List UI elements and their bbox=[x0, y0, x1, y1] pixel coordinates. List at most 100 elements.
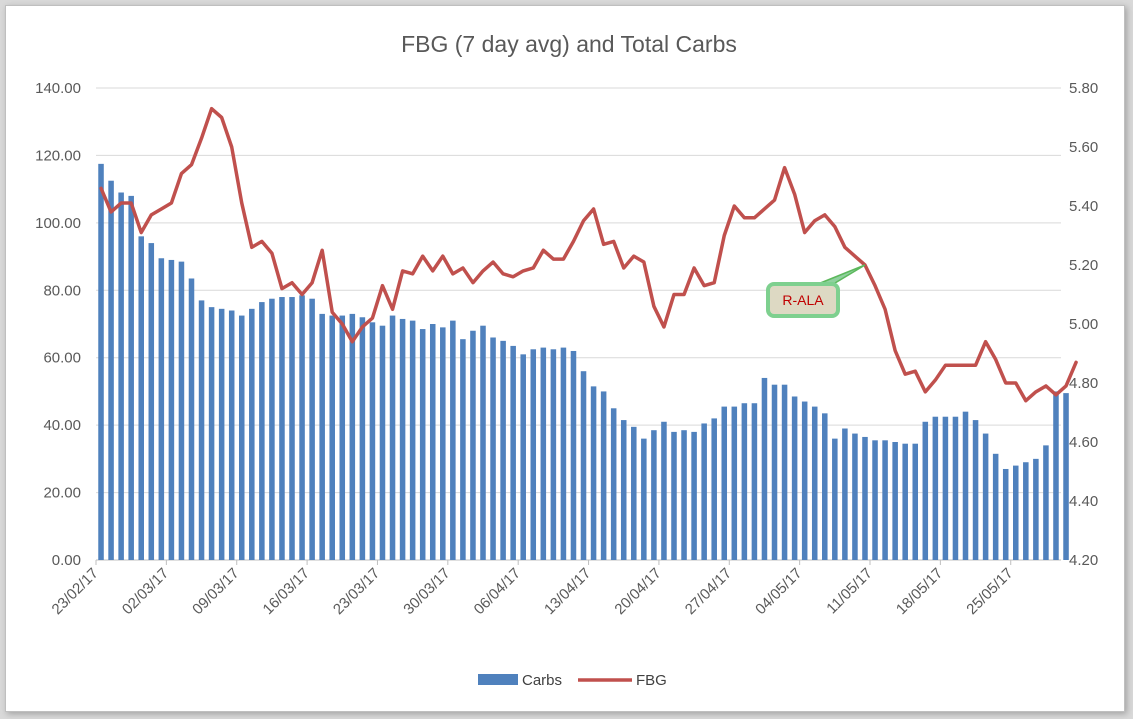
carbs-bar bbox=[279, 297, 285, 560]
carbs-bar bbox=[530, 349, 537, 560]
x-tick-label: 06/04/17 bbox=[471, 565, 524, 618]
carbs-bar bbox=[1033, 458, 1039, 560]
y-tick-label: 20.00 bbox=[43, 485, 81, 502]
carbs-bar bbox=[98, 163, 104, 561]
carbs-bar bbox=[500, 340, 506, 560]
carbs-bar bbox=[419, 329, 426, 560]
carbs-bar bbox=[550, 349, 557, 560]
carbs-bar bbox=[249, 308, 255, 560]
y-tick-label: 60.00 bbox=[43, 350, 81, 367]
carbs-bar bbox=[671, 431, 677, 560]
carbs-bar bbox=[952, 416, 959, 560]
carbs-bar bbox=[580, 371, 587, 560]
carbs-bar bbox=[590, 386, 597, 560]
carbs-bar bbox=[429, 324, 436, 560]
carbs-bar bbox=[701, 423, 707, 560]
carbs-bar bbox=[982, 433, 989, 560]
carbs-bar bbox=[610, 408, 617, 560]
carbs-bar bbox=[811, 406, 818, 560]
carbs-bar bbox=[490, 337, 496, 560]
y2-tick-label: 5.40 bbox=[1069, 198, 1098, 215]
carbs-bar bbox=[128, 195, 134, 560]
carbs-bar bbox=[872, 440, 878, 560]
x-tick-label: 04/05/17 bbox=[752, 565, 805, 618]
carbs-bar bbox=[389, 315, 396, 560]
legend: Carbs FBG bbox=[478, 672, 667, 689]
carbs-bar bbox=[721, 406, 728, 560]
carbs-bar bbox=[349, 313, 356, 560]
x-tick-label: 23/03/17 bbox=[330, 565, 383, 618]
carbs-bar bbox=[1053, 391, 1059, 560]
carbs-bar bbox=[319, 313, 325, 560]
carbs-bar bbox=[661, 421, 667, 560]
carbs-bar bbox=[108, 180, 114, 560]
carbs-bar bbox=[741, 403, 748, 560]
carbs-bar bbox=[369, 322, 376, 560]
x-tick-label: 25/05/17 bbox=[963, 565, 1016, 618]
carbs-bar bbox=[942, 416, 949, 560]
carbs-bar bbox=[148, 243, 155, 560]
carbs-bar bbox=[862, 436, 868, 560]
gridlines bbox=[96, 87, 1061, 561]
carbs-bar bbox=[208, 307, 215, 560]
carbs-bar bbox=[138, 236, 144, 560]
y2-tick-label: 5.80 bbox=[1069, 80, 1098, 97]
carbs-bar bbox=[932, 416, 939, 560]
y-tick-label: 140.00 bbox=[35, 80, 81, 97]
carbs-bar bbox=[299, 295, 305, 560]
x-tick-label: 13/04/17 bbox=[541, 565, 594, 618]
carbs-bar bbox=[631, 426, 637, 560]
carbs-bar bbox=[791, 396, 798, 560]
y2-tick-label: 4.20 bbox=[1069, 552, 1098, 569]
x-tick-label: 27/04/17 bbox=[682, 565, 735, 618]
carbs-bars bbox=[98, 163, 1069, 561]
carbs-bar bbox=[651, 430, 657, 560]
y-tick-label: 0.00 bbox=[52, 552, 81, 569]
carbs-bar bbox=[540, 347, 547, 560]
x-tick-label: 20/04/17 bbox=[611, 565, 664, 618]
carbs-bar bbox=[158, 258, 165, 560]
y2-tick-label: 4.40 bbox=[1069, 493, 1098, 510]
carbs-bar bbox=[620, 420, 627, 560]
carbs-bar bbox=[450, 320, 456, 560]
carbs-bar bbox=[801, 401, 808, 560]
carbs-bar bbox=[842, 428, 848, 560]
carbs-bar bbox=[681, 430, 687, 560]
carbs-bar bbox=[1063, 393, 1069, 560]
annotation-group: R-ALA bbox=[766, 264, 866, 318]
carbs-bar bbox=[892, 442, 898, 560]
carbs-bar bbox=[480, 325, 486, 560]
carbs-bar bbox=[731, 406, 738, 560]
carbs-bar bbox=[309, 298, 315, 560]
carbs-bar bbox=[218, 308, 225, 560]
carbs-bar bbox=[1043, 445, 1049, 560]
x-tick-label: 02/03/17 bbox=[119, 565, 172, 618]
carbs-bar bbox=[771, 384, 778, 560]
legend-carbs-label: Carbs bbox=[522, 672, 562, 689]
annotation-box bbox=[766, 282, 840, 318]
y-tick-label: 120.00 bbox=[35, 147, 81, 164]
annotation-label: R-ALA bbox=[782, 292, 824, 308]
carbs-bar bbox=[198, 300, 205, 560]
carbs-bar bbox=[168, 259, 175, 560]
carbs-bar bbox=[902, 443, 908, 560]
x-axis: 23/02/17 02/03/17 09/03/17 16/03/17 23/03/17… bbox=[49, 560, 1017, 618]
carbs-bar bbox=[822, 413, 828, 560]
carbs-bar bbox=[228, 310, 235, 560]
carbs-bar bbox=[118, 192, 124, 560]
carbs-bar bbox=[570, 350, 577, 560]
x-tick-label: 18/05/17 bbox=[893, 565, 946, 618]
carbs-bar bbox=[761, 377, 768, 560]
y2-tick-label: 4.80 bbox=[1069, 375, 1098, 392]
carbs-bar bbox=[520, 354, 526, 560]
left-axis: 0.00 20.00 40.00 60.00 80.00 100.00 120.00 140.… bbox=[35, 80, 81, 569]
y2-tick-label: 5.00 bbox=[1069, 316, 1098, 333]
x-tick-label: 11/05/17 bbox=[823, 565, 876, 618]
carbs-bar bbox=[641, 438, 647, 560]
carbs-bar bbox=[460, 339, 466, 560]
carbs-bar bbox=[379, 325, 386, 560]
carbs-bar bbox=[691, 431, 697, 560]
carbs-bar bbox=[178, 261, 185, 560]
carbs-bar bbox=[238, 315, 245, 560]
carbs-bar bbox=[269, 298, 275, 560]
